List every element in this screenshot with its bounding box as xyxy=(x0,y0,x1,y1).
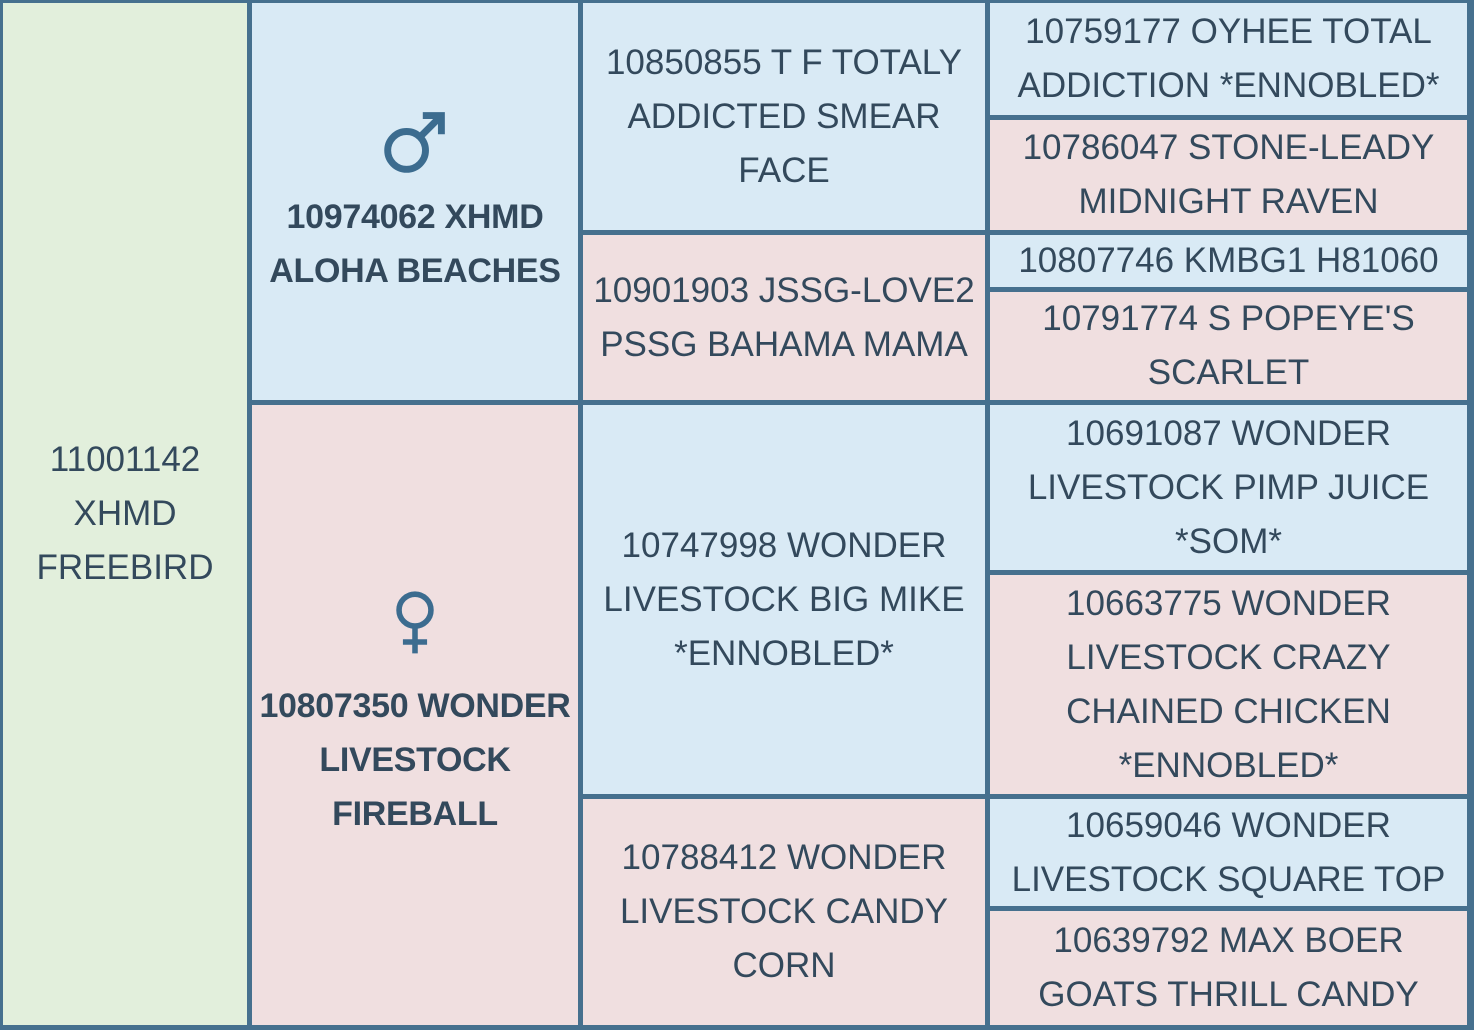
pedigree-cell-great-grandparent-2: 10786047 STONE-LEADY MIDNIGHT RAVEN xyxy=(990,120,1467,230)
pedigree-cell-dam: 10807350 WONDER LIVESTOCK FIREBALL xyxy=(252,405,578,1025)
female-icon xyxy=(386,589,444,667)
animal-name: 10901903 JSSG-LOVE2 PSSG BAHAMA MAMA xyxy=(593,270,975,364)
animal-name: 10786047 STONE-LEADY MIDNIGHT RAVEN xyxy=(1022,128,1435,221)
animal-name: 10788412 WONDER LIVESTOCK CANDY CORN xyxy=(619,838,949,985)
pedigree-cell-paternal-granddam: 10901903 JSSG-LOVE2 PSSG BAHAMA MAMA xyxy=(583,235,985,400)
pedigree-cell-great-grandparent-6: 10663775 WONDER LIVESTOCK CRAZY CHAINED … xyxy=(990,575,1467,794)
animal-name: 10759177 OYHEE TOTAL ADDICTION *ENNOBLED… xyxy=(1017,12,1440,105)
subject-name: 11001142 XHMD FREEBIRD xyxy=(36,440,214,587)
pedigree-cell-great-grandparent-4: 10791774 S POPEYE'S SCARLET xyxy=(990,292,1467,400)
pedigree-cell-great-grandparent-7: 10659046 WONDER LIVESTOCK SQUARE TOP xyxy=(990,799,1467,906)
animal-name: 10659046 WONDER LIVESTOCK SQUARE TOP xyxy=(1011,805,1446,899)
pedigree-cell-great-grandparent-5: 10691087 WONDER LIVESTOCK PIMP JUICE *SO… xyxy=(990,405,1467,570)
sire-name: 10974062 XHMD ALOHA BEACHES xyxy=(269,197,561,290)
pedigree-cell-great-grandparent-3: 10807746 KMBG1 H81060 xyxy=(990,235,1467,287)
pedigree-cell-great-grandparent-8: 10639792 MAX BOER GOATS THRILL CANDY xyxy=(990,911,1467,1025)
male-icon xyxy=(379,106,451,178)
pedigree-cell-subject: 11001142 XHMD FREEBIRD xyxy=(3,3,247,1025)
animal-name: 10791774 S POPEYE'S SCARLET xyxy=(1042,299,1415,392)
animal-name: 10639792 MAX BOER GOATS THRILL CANDY xyxy=(1038,921,1419,1014)
dam-name: 10807350 WONDER LIVESTOCK FIREBALL xyxy=(259,687,571,833)
animal-name: 10807746 KMBG1 H81060 xyxy=(1018,241,1439,280)
pedigree-cell-maternal-grandsire: 10747998 WONDER LIVESTOCK BIG MIKE *ENNO… xyxy=(583,405,985,794)
animal-name: 10691087 WONDER LIVESTOCK PIMP JUICE *SO… xyxy=(1027,413,1430,561)
animal-name: 10850855 T F TOTALY ADDICTED SMEAR FACE xyxy=(605,42,963,190)
pedigree-cell-maternal-granddam: 10788412 WONDER LIVESTOCK CANDY CORN xyxy=(583,799,985,1025)
animal-name: 10747998 WONDER LIVESTOCK BIG MIKE *ENNO… xyxy=(603,525,965,673)
animal-name: 10663775 WONDER LIVESTOCK CRAZY CHAINED … xyxy=(1066,583,1391,785)
pedigree-cell-paternal-grandsire: 10850855 T F TOTALY ADDICTED SMEAR FACE xyxy=(583,3,985,230)
pedigree-cell-sire: 10974062 XHMD ALOHA BEACHES xyxy=(252,3,578,400)
pedigree-cell-great-grandparent-1: 10759177 OYHEE TOTAL ADDICTION *ENNOBLED… xyxy=(990,3,1467,115)
